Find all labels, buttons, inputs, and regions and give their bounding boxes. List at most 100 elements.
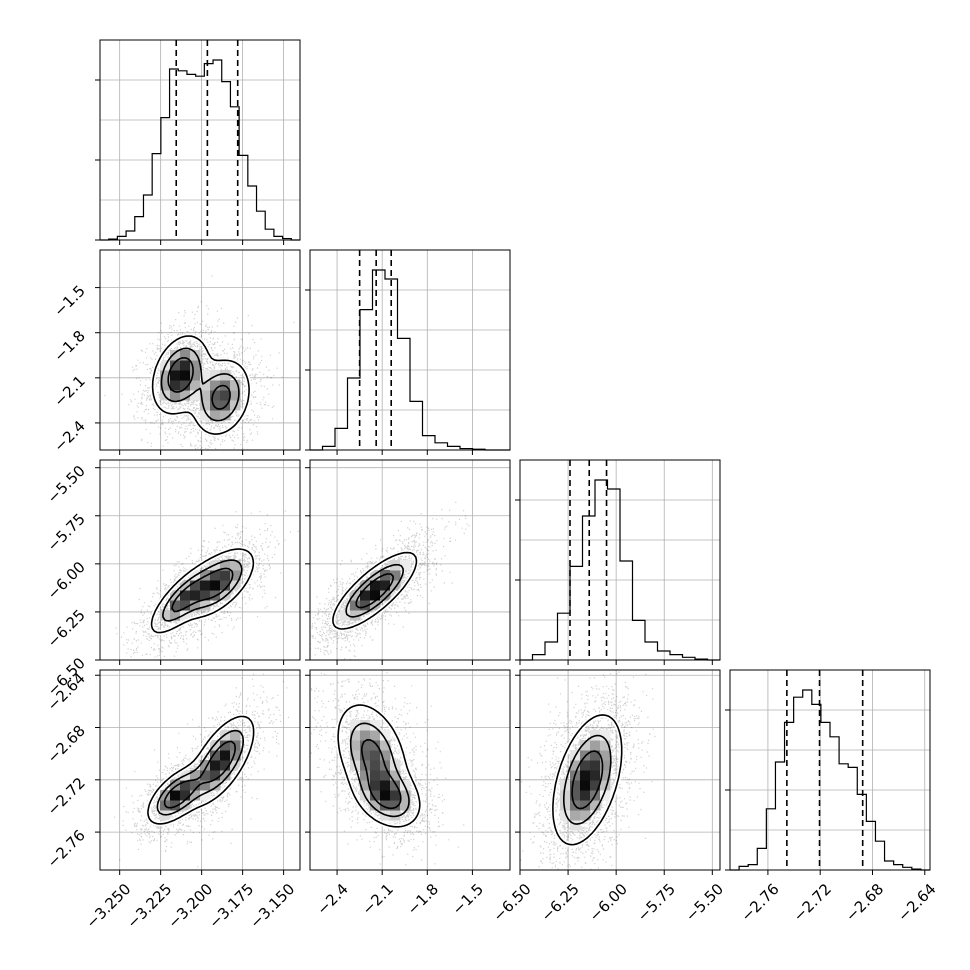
density-cell — [210, 750, 221, 761]
density-cell — [360, 580, 371, 591]
density-cell — [170, 370, 181, 381]
density-cell — [390, 570, 401, 581]
density-cell — [230, 400, 241, 411]
density-cell — [390, 580, 401, 591]
density-cell — [180, 360, 191, 371]
density-cell — [200, 600, 211, 611]
density-cell — [210, 770, 221, 781]
density-cell — [580, 770, 591, 781]
density-cell — [220, 750, 231, 761]
density-cell — [200, 410, 211, 421]
density-cell — [350, 720, 361, 731]
density-cell — [370, 760, 381, 771]
density-cell — [230, 390, 241, 401]
density-cell — [210, 740, 221, 751]
density-cell — [200, 380, 211, 391]
density-cell — [350, 590, 361, 601]
density-cell — [560, 800, 571, 811]
density-cell — [390, 800, 401, 811]
contour-line — [156, 729, 244, 816]
density-cell — [220, 580, 231, 591]
contour-line — [167, 357, 231, 410]
density-cell — [210, 370, 221, 381]
density-cell — [200, 760, 211, 771]
x-tick-label: −6.25 — [538, 880, 583, 925]
density-cell — [370, 790, 381, 801]
density-cell — [200, 780, 211, 791]
density-cell — [400, 780, 411, 791]
pair-panel-2-1 — [305, 459, 511, 665]
density-cell — [200, 370, 211, 381]
density-cell — [190, 580, 201, 591]
density-cell — [180, 590, 191, 601]
density-cell — [580, 810, 591, 821]
density-cell — [570, 790, 581, 801]
density-cell — [370, 580, 381, 591]
density-cell — [210, 760, 221, 771]
density-cell — [170, 600, 181, 611]
density-cell — [590, 770, 601, 781]
density-cell — [380, 780, 391, 791]
density-cell — [190, 380, 201, 391]
contour-line — [337, 704, 421, 828]
density-cell — [570, 820, 581, 831]
density-cell — [170, 790, 181, 801]
density-cell — [380, 750, 391, 761]
density-cell — [230, 380, 241, 391]
contour-line — [160, 347, 240, 422]
x-tick-label: −5.75 — [634, 880, 679, 925]
density-cell — [220, 570, 231, 581]
density-cell — [180, 610, 191, 621]
density-cell — [600, 730, 611, 741]
density-cell — [380, 730, 391, 741]
density-cell — [220, 770, 231, 781]
density-cell — [180, 380, 191, 391]
y-tick-label: −2.1 — [50, 372, 88, 410]
x-tick-label: −2.4 — [313, 880, 351, 918]
density-cell — [590, 740, 601, 751]
y-tick-label: −6.00 — [44, 558, 89, 603]
density-cell — [370, 730, 381, 741]
density-cell — [370, 780, 381, 791]
density-cell — [590, 800, 601, 811]
hist-panel-1 — [305, 249, 511, 455]
contour-line — [355, 573, 394, 609]
density-cell — [190, 360, 201, 371]
pair-panel-2-0 — [95, 459, 301, 665]
density-cell — [360, 600, 371, 611]
density-cell — [580, 780, 591, 791]
density-cell — [350, 610, 361, 621]
density-cell — [600, 790, 611, 801]
density-cell — [390, 780, 401, 791]
density-cell — [590, 750, 601, 761]
density-cell — [200, 590, 211, 601]
density-cell — [360, 780, 371, 791]
density-cell — [190, 600, 201, 611]
density-cell — [560, 810, 571, 821]
density-cell — [350, 730, 361, 741]
density — [115, 510, 299, 660]
x-tick-label: −3.200 — [164, 880, 216, 932]
density-cell — [200, 390, 211, 401]
density-cell — [210, 410, 221, 421]
panel-frame — [519, 459, 721, 661]
density-cell — [390, 790, 401, 801]
panel-frame — [99, 249, 301, 451]
density-cell — [210, 780, 221, 791]
density-cell — [170, 350, 181, 361]
density-cell — [370, 800, 381, 811]
density-cell — [590, 760, 601, 771]
density-cell — [600, 760, 611, 771]
hist-panel-0 — [95, 39, 301, 245]
density-cell — [190, 350, 201, 361]
x-tick-label: −2.1 — [358, 880, 396, 918]
hist-panel-2 — [515, 459, 721, 665]
density-cell — [370, 720, 381, 731]
density-cell — [200, 580, 211, 591]
density-cell — [350, 600, 361, 611]
density-cell — [600, 770, 611, 781]
y-tick-label: −2.68 — [44, 722, 89, 767]
density-cell — [190, 770, 201, 781]
pair-panel-1-0 — [95, 249, 301, 455]
